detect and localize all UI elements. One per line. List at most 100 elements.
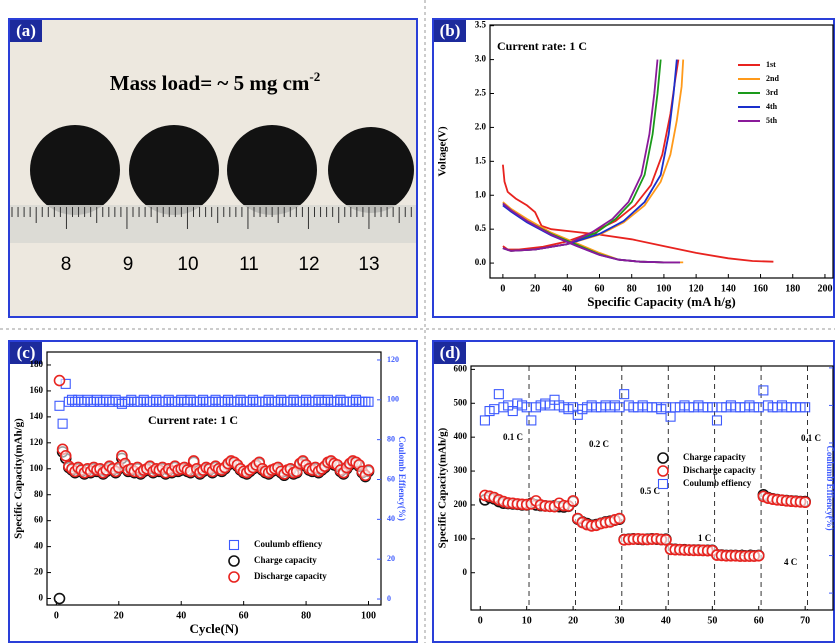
page: Mass load= ~ 5 mg cm-2 8 9 10 11 12 13 (… xyxy=(0,0,835,643)
x-tick-label: 60 xyxy=(754,615,764,626)
annotation: 0.5 C xyxy=(640,486,660,496)
legend-swatch xyxy=(658,466,668,476)
y2-tick-label: 100 xyxy=(387,395,399,404)
square-marker xyxy=(289,395,298,404)
circle-marker xyxy=(364,465,374,475)
x-tick-label: 140 xyxy=(721,283,736,294)
mass-load-text: Mass load= ~ 5 mg cm xyxy=(110,71,310,95)
y-tick-label: 20 xyxy=(34,567,44,577)
y-tick-label: 180 xyxy=(30,359,44,369)
legend-swatch xyxy=(229,572,239,582)
annotation: 0.1 C xyxy=(801,433,821,443)
y-tick-label: 0.5 xyxy=(475,223,487,233)
square-marker xyxy=(270,397,279,406)
square-marker xyxy=(236,395,245,404)
x-tick-label: 40 xyxy=(562,283,572,294)
x-tick-label: 20 xyxy=(568,615,578,626)
circle-marker xyxy=(54,376,64,386)
square-marker xyxy=(64,397,73,406)
square-marker xyxy=(267,397,276,406)
x-tick-label: 40 xyxy=(661,615,671,626)
y-tick-label: 40 xyxy=(34,541,44,551)
square-marker xyxy=(208,397,217,406)
square-marker xyxy=(261,397,270,406)
square-marker xyxy=(249,395,258,404)
ruler-label: 10 xyxy=(177,254,198,275)
square-marker xyxy=(355,397,364,406)
panel-border xyxy=(433,341,834,642)
legend-label: Discharge capacity xyxy=(254,571,327,581)
x-tick-label: 20 xyxy=(114,610,124,621)
y-tick-label: 2.0 xyxy=(475,121,487,131)
square-marker xyxy=(71,397,80,406)
annotation: 0.2 C xyxy=(589,439,609,449)
ruler-label: 13 xyxy=(358,254,379,275)
y2-tick-label: 60 xyxy=(387,474,395,483)
square-marker xyxy=(712,416,721,425)
y-tick-label: 600 xyxy=(454,363,468,373)
x-tick-label: 50 xyxy=(707,615,717,626)
x-tick-label: 100 xyxy=(361,610,376,621)
square-marker xyxy=(345,397,354,406)
square-marker xyxy=(283,397,292,406)
y2-tick-label: 0 xyxy=(387,594,391,603)
x-tick-label: 0 xyxy=(478,615,483,626)
square-marker xyxy=(158,397,167,406)
y2-tick-label: 80 xyxy=(387,434,395,443)
y2-tick-label: 40 xyxy=(387,514,395,523)
square-marker xyxy=(342,397,351,406)
x-tick-label: 70 xyxy=(800,615,810,626)
square-marker xyxy=(264,395,273,404)
square-marker xyxy=(152,395,161,404)
square-marker xyxy=(180,397,189,406)
x-tick-label: 120 xyxy=(689,283,704,294)
square-marker xyxy=(89,397,98,406)
square-marker xyxy=(220,397,229,406)
y2-axis-label: Coulumb Effiency(%) xyxy=(825,445,835,530)
square-marker xyxy=(174,397,183,406)
square-marker xyxy=(136,397,145,406)
circle-marker xyxy=(661,535,671,545)
y2-tick-label: 120 xyxy=(387,355,399,364)
legend-swatch xyxy=(658,453,668,463)
x-tick-label: 100 xyxy=(656,283,671,294)
y-tick-label: 100 xyxy=(454,533,468,543)
y-tick-label: 2.5 xyxy=(475,88,487,98)
square-marker xyxy=(211,395,220,404)
square-marker xyxy=(255,397,264,406)
square-marker xyxy=(142,397,151,406)
square-marker xyxy=(199,395,208,404)
square-marker xyxy=(242,397,251,406)
square-marker xyxy=(292,397,301,406)
ruler-label: 11 xyxy=(239,254,259,275)
square-marker xyxy=(358,397,367,406)
y-tick-label: 120 xyxy=(30,437,44,447)
y-axis-label: Specific Capacity(mAh/g) xyxy=(437,427,449,548)
legend-swatch xyxy=(230,541,239,550)
figure: Mass load= ~ 5 mg cm-2 8 9 10 11 12 13 (… xyxy=(0,0,835,643)
square-marker xyxy=(164,395,173,404)
square-marker xyxy=(139,395,148,404)
square-marker xyxy=(205,397,214,406)
circle-marker xyxy=(615,514,625,524)
x-tick-label: 10 xyxy=(522,615,532,626)
legend-label: Coulumb effiency xyxy=(683,478,752,488)
x-tick-label: 180 xyxy=(785,283,800,294)
x-tick-label: 200 xyxy=(817,283,832,294)
ruler-label: 12 xyxy=(298,254,319,275)
square-marker xyxy=(317,397,326,406)
square-marker xyxy=(302,395,311,404)
y-tick-label: 300 xyxy=(454,465,468,475)
legend-label: 3rd xyxy=(766,88,779,97)
annotation: 1 C xyxy=(698,533,711,543)
square-marker xyxy=(320,397,329,406)
square-marker xyxy=(67,395,76,404)
chart-panel: (c)0204060801000204060801001201401601800… xyxy=(10,342,407,636)
square-marker xyxy=(80,397,89,406)
y-axis-label: Voltage(V) xyxy=(437,126,449,177)
square-marker xyxy=(102,395,111,404)
electrode-disc xyxy=(129,125,219,215)
square-marker xyxy=(295,397,304,406)
square-marker xyxy=(480,416,489,425)
square-marker xyxy=(149,397,158,406)
